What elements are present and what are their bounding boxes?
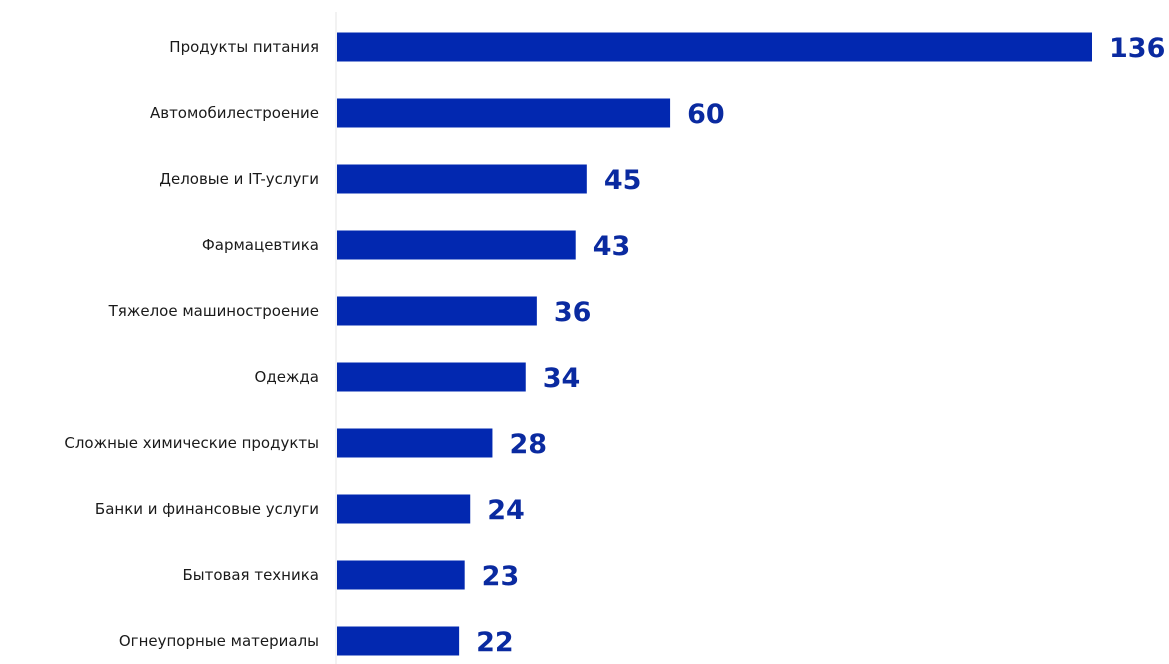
value-label-1: 60 (687, 99, 725, 130)
bar-7 (337, 494, 471, 524)
category-label-6: Сложные химические продукты (64, 434, 319, 452)
bar-0 (337, 32, 1092, 62)
value-label-6: 28 (509, 429, 547, 460)
bars-group (337, 32, 1092, 656)
category-label-0: Продукты питания (169, 38, 319, 56)
category-label-5: Одежда (255, 368, 319, 386)
value-label-7: 24 (487, 495, 525, 526)
value-label-8: 23 (482, 561, 520, 592)
bar-1 (337, 98, 671, 128)
value-label-3: 43 (593, 231, 631, 262)
bar-9 (337, 626, 460, 656)
bar-2 (337, 164, 587, 194)
category-label-7: Банки и финансовые услуги (95, 500, 319, 518)
value-label-0: 136 (1109, 33, 1165, 64)
bar-3 (337, 230, 576, 260)
category-label-8: Бытовая техника (182, 566, 319, 584)
category-label-4: Тяжелое машиностроение (108, 302, 319, 320)
value-label-9: 22 (476, 627, 514, 658)
bar-4 (337, 296, 537, 326)
value-label-2: 45 (604, 165, 642, 196)
bar-8 (337, 560, 465, 590)
category-label-9: Огнеупорные материалы (119, 632, 319, 650)
category-labels-group: Продукты питания Автомобилестроение Деловы… (64, 38, 319, 650)
value-label-4: 36 (554, 297, 592, 328)
value-labels-group: 136 60 45 43 36 34 28 24 23 22 (476, 33, 1165, 658)
category-label-1: Автомобилестроение (150, 104, 319, 122)
category-label-3: Фармацевтика (202, 236, 319, 254)
bar-5 (337, 362, 526, 392)
category-label-2: Деловые и IT-услуги (159, 170, 319, 188)
value-label-5: 34 (543, 363, 581, 394)
bar-6 (337, 428, 493, 458)
